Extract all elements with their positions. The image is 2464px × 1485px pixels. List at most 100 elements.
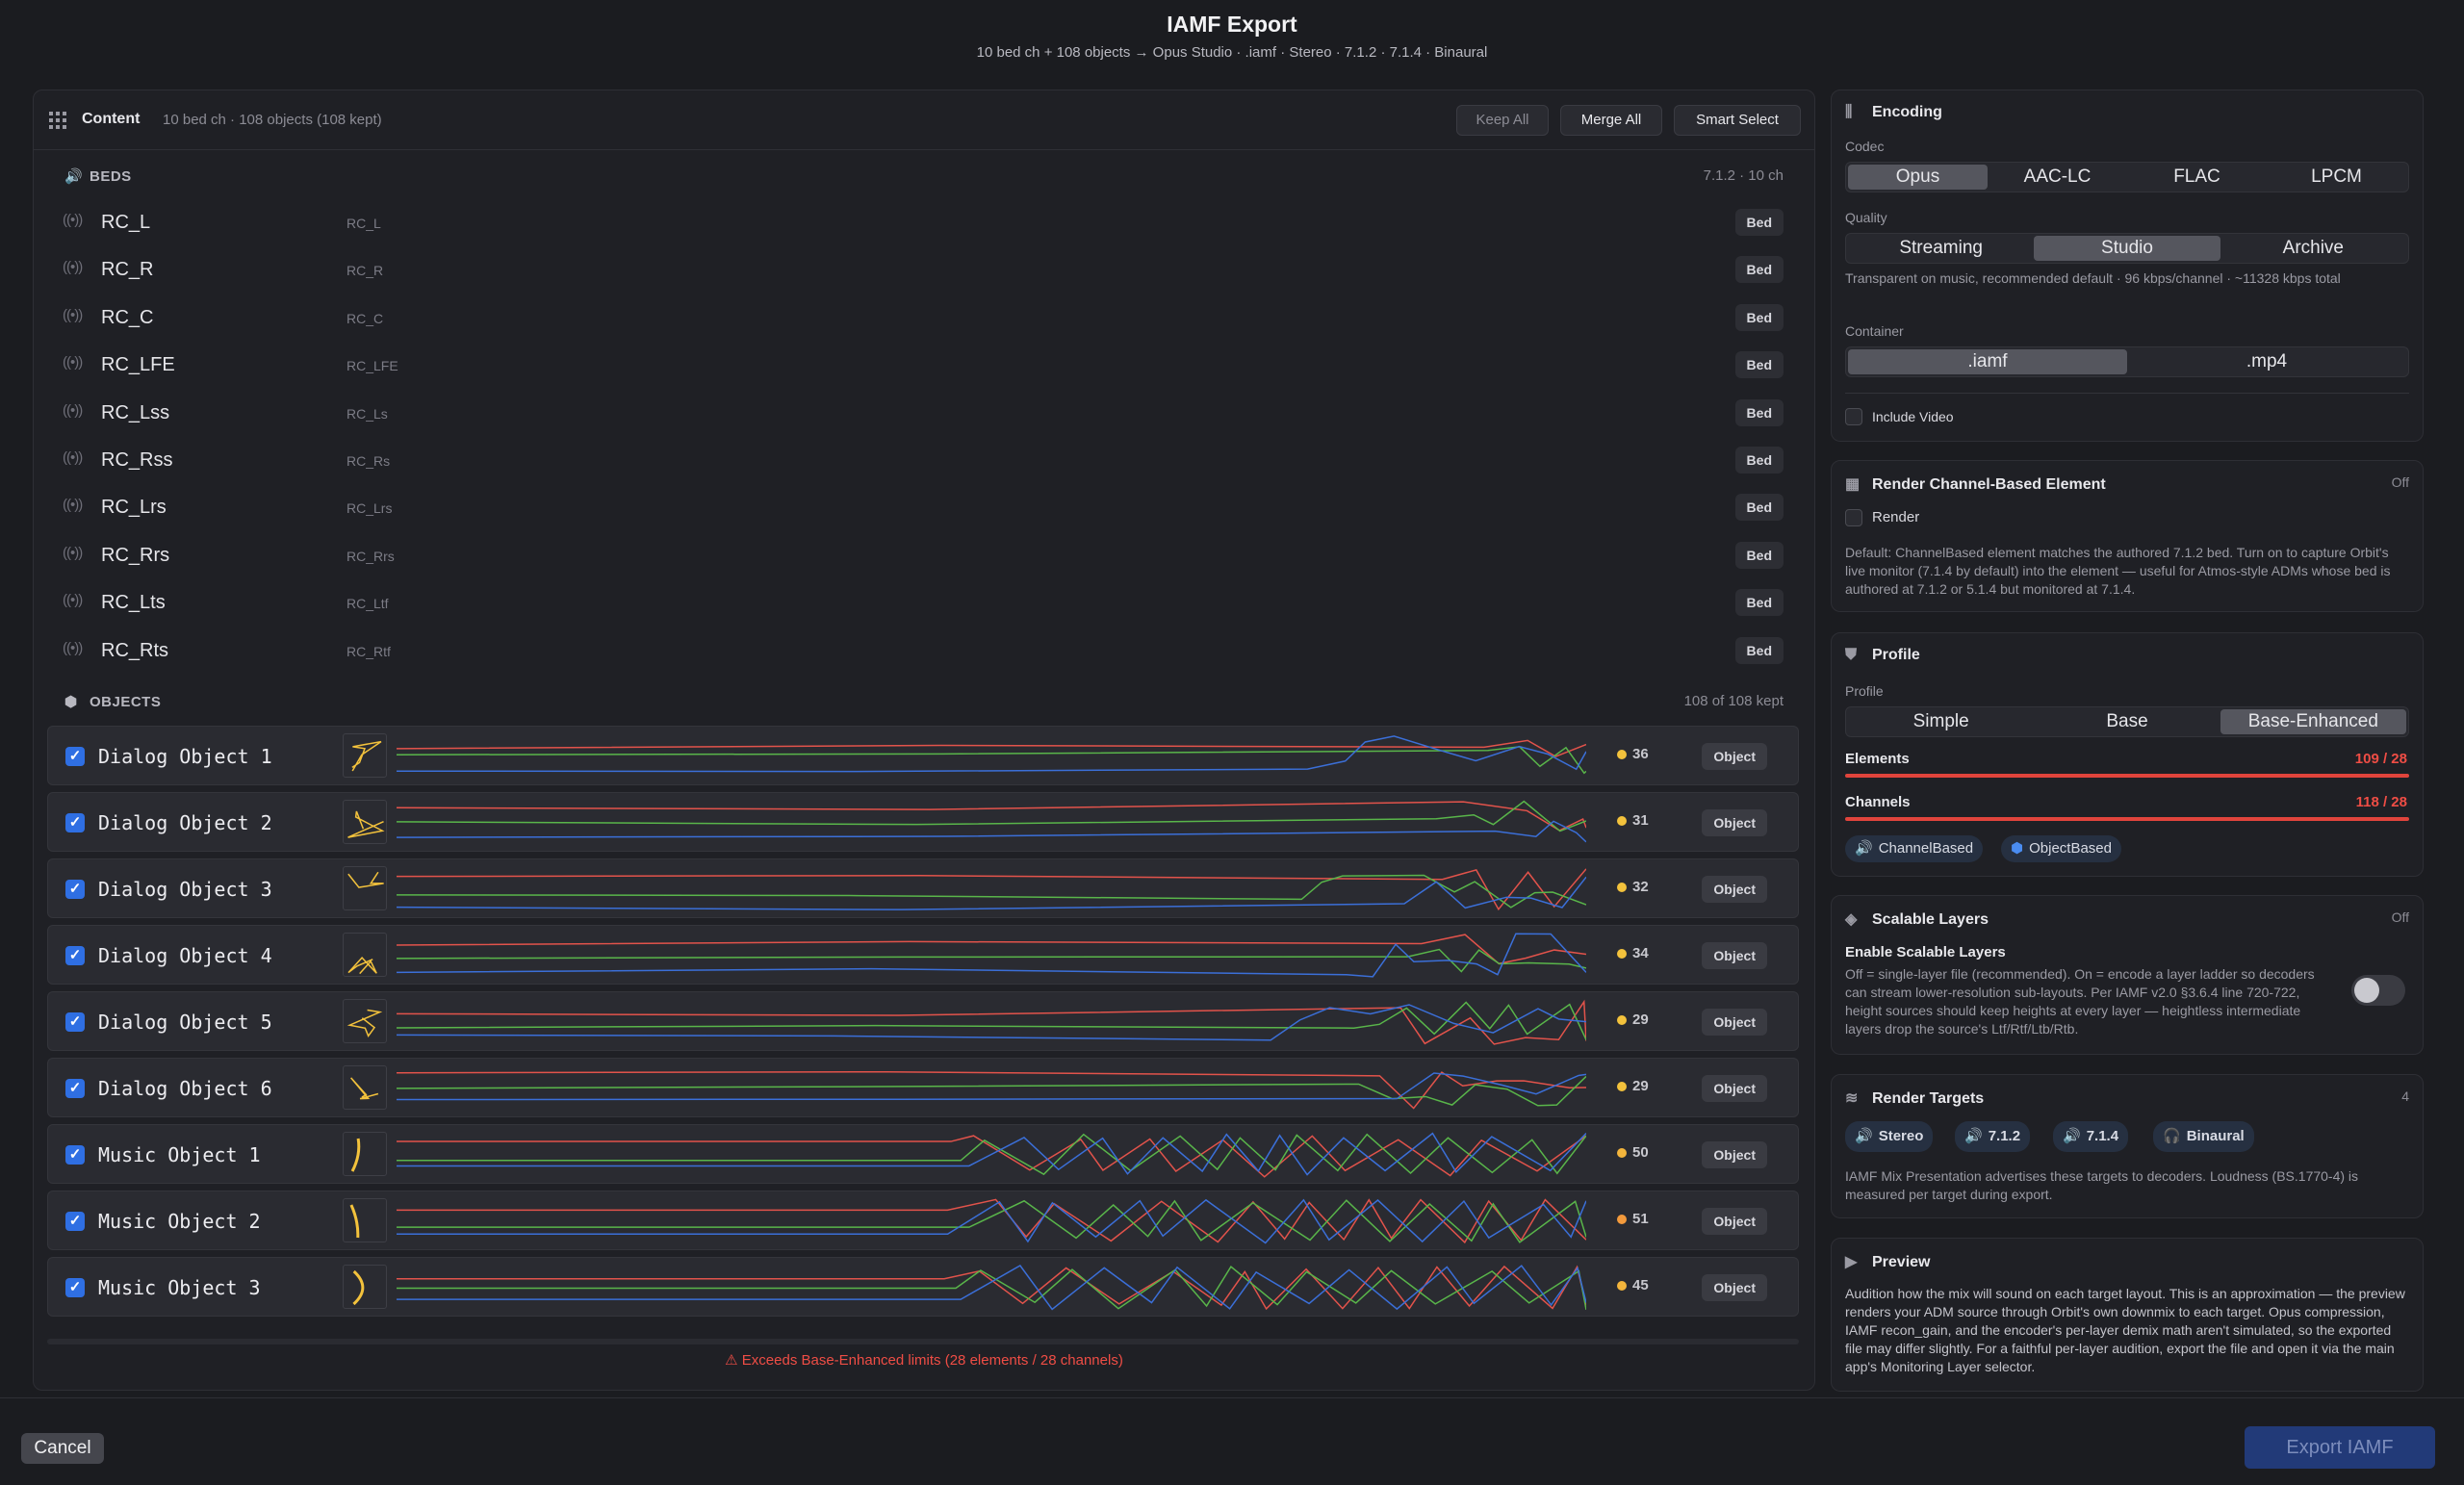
- render-checkbox[interactable]: [1845, 509, 1862, 526]
- status-dot: [1617, 816, 1627, 827]
- export-iamf-button[interactable]: Export IAMF: [2245, 1426, 2435, 1469]
- scalable-status: Off: [2391, 909, 2409, 925]
- objects-info: 108 of 108 kept: [1683, 693, 1784, 709]
- partial-object-row[interactable]: [47, 1339, 1799, 1344]
- render-targets-count: 4: [2401, 1088, 2409, 1104]
- status-dot: [1617, 1215, 1627, 1225]
- object-row[interactable]: ✓ Dialog Object 2 31 Object: [47, 792, 1799, 852]
- object-name: Dialog Object 3: [98, 878, 272, 901]
- speaker-icon: 🔊: [64, 168, 84, 185]
- bed-row[interactable]: ((•)) RC_R RC_R Bed: [34, 246, 1814, 294]
- encoding-panel: ⫼ Encoding Codec Opus AAC-LC FLAC LPCM Qu…: [1831, 90, 2424, 442]
- status-dot: [1617, 883, 1627, 893]
- bed-badge: Bed: [1734, 303, 1784, 331]
- bed-row[interactable]: ((•)) RC_Rts RC_Rtf Bed: [34, 627, 1814, 675]
- object-row[interactable]: ✓ Dialog Object 3 32 Object: [47, 858, 1799, 918]
- container-mp4[interactable]: .mp4: [2246, 351, 2288, 371]
- object-checkbox[interactable]: ✓: [65, 1012, 85, 1032]
- bed-channel: RC_Rrs: [346, 548, 395, 564]
- bed-channel: RC_L: [346, 216, 381, 231]
- bed-row[interactable]: ((•)) RC_Rss RC_Rs Bed: [34, 437, 1814, 484]
- shield-icon: ⛊: [1845, 647, 1858, 663]
- object-row[interactable]: ✓ Music Object 2 51 Object: [47, 1191, 1799, 1250]
- dialog-title: IAMF Export: [1167, 12, 1297, 37]
- speaker-icon: 🔊: [1855, 840, 1873, 857]
- automation-curves: [397, 1129, 1587, 1181]
- speaker-waves-icon: ((•)): [63, 497, 83, 514]
- bed-row[interactable]: ((•)) RC_C RC_C Bed: [34, 294, 1814, 342]
- object-row[interactable]: ✓ Dialog Object 6 29 Object: [47, 1058, 1799, 1117]
- trajectory-thumbnail: [343, 1132, 387, 1176]
- target-stereo[interactable]: 🔊 Stereo: [1845, 1121, 1934, 1152]
- bed-badge: Bed: [1734, 494, 1784, 522]
- bed-badge: Bed: [1734, 256, 1784, 284]
- waveform-icon: ⫼: [1845, 104, 1853, 120]
- bed-row[interactable]: ((•)) RC_Rrs RC_Rrs Bed: [34, 532, 1814, 579]
- object-checkbox[interactable]: ✓: [65, 1079, 85, 1098]
- bed-row[interactable]: ((•)) RC_LFE RC_LFE Bed: [34, 342, 1814, 389]
- render-targets-panel: ≋ Render Targets 4 🔊 Stereo 🔊 7.1.2 🔊 7.1.4 …: [1831, 1074, 2424, 1218]
- keyframe-count: 34: [1617, 945, 1649, 961]
- scalable-layers-panel: ◈ Scalable Layers Off Enable Scalable Lay…: [1831, 895, 2424, 1055]
- bed-row[interactable]: ((•)) RC_Lts RC_Ltf Bed: [34, 579, 1814, 627]
- object-checkbox[interactable]: ✓: [65, 1145, 85, 1165]
- quality-archive[interactable]: Archive: [2282, 238, 2344, 258]
- codec-opus[interactable]: Opus: [1848, 165, 1988, 190]
- object-checkbox[interactable]: ✓: [65, 813, 85, 832]
- merge-all-button[interactable]: Merge All: [1560, 105, 1662, 136]
- object-badge: Object: [1702, 1274, 1767, 1301]
- codec-aac-lc[interactable]: AAC-LC: [2023, 166, 2092, 187]
- bed-row[interactable]: ((•)) RC_Lss RC_Ls Bed: [34, 390, 1814, 437]
- bed-row[interactable]: ((•)) RC_L RC_L Bed: [34, 199, 1814, 246]
- codec-flac[interactable]: FLAC: [2173, 166, 2220, 187]
- object-badge: Object: [1702, 942, 1767, 969]
- include-video-checkbox[interactable]: [1845, 408, 1862, 425]
- object-checkbox[interactable]: ✓: [65, 1278, 85, 1297]
- check-icon: ✓: [68, 1279, 82, 1295]
- object-row[interactable]: ✓ Dialog Object 1 36 Object: [47, 726, 1799, 785]
- object-checkbox[interactable]: ✓: [65, 946, 85, 965]
- bed-row[interactable]: ((•)) RC_Lrs RC_Lrs Bed: [34, 484, 1814, 531]
- object-checkbox[interactable]: ✓: [65, 747, 85, 766]
- object-checkbox[interactable]: ✓: [65, 1212, 85, 1231]
- bed-badge: Bed: [1734, 209, 1784, 236]
- elements-label: Elements: [1845, 751, 1910, 767]
- target-712[interactable]: 🔊 7.1.2: [1955, 1121, 2031, 1152]
- speaker-waves-icon: ((•)): [63, 401, 83, 419]
- profile-simple[interactable]: Simple: [1912, 711, 1969, 731]
- target-714[interactable]: 🔊 7.1.4: [2053, 1121, 2129, 1152]
- object-row[interactable]: ✓ Music Object 1 50 Object: [47, 1124, 1799, 1184]
- target-binaural[interactable]: 🎧 Binaural: [2153, 1121, 2254, 1152]
- quality-studio[interactable]: Studio: [2034, 236, 2220, 261]
- object-badge: Object: [1702, 743, 1767, 770]
- trajectory-thumbnail: [343, 1065, 387, 1110]
- layout-icon: ▦: [1845, 476, 1861, 493]
- bed-channel: RC_R: [346, 263, 384, 279]
- channels-label: Channels: [1845, 794, 1911, 810]
- render-cbe-status: Off: [2391, 474, 2409, 490]
- smart-select-button[interactable]: Smart Select: [1674, 105, 1801, 136]
- object-badge: Object: [1702, 1075, 1767, 1102]
- render-cbe-header: ▦ Render Channel-Based Element: [1845, 476, 2106, 493]
- profile-base[interactable]: Base: [2106, 711, 2148, 731]
- codec-lpcm[interactable]: LPCM: [2311, 166, 2362, 187]
- cancel-button[interactable]: Cancel: [21, 1433, 104, 1464]
- check-icon: ✓: [68, 881, 82, 897]
- encoding-header: ⫼ Encoding: [1845, 104, 1942, 120]
- quality-streaming[interactable]: Streaming: [1899, 238, 1983, 258]
- object-row[interactable]: ✓ Music Object 3 45 Object: [47, 1257, 1799, 1317]
- bed-channel: RC_Rtf: [346, 643, 391, 659]
- status-dot: [1617, 1148, 1627, 1159]
- object-name: Dialog Object 4: [98, 944, 272, 967]
- scalable-layers-toggle[interactable]: [2351, 975, 2405, 1006]
- object-checkbox[interactable]: ✓: [65, 880, 85, 899]
- profile-base-enhanced[interactable]: Base-Enhanced: [2220, 709, 2406, 734]
- status-dot: [1617, 1281, 1627, 1292]
- object-name: Dialog Object 2: [98, 811, 272, 834]
- object-row[interactable]: ✓ Dialog Object 5 29 Object: [47, 991, 1799, 1051]
- check-icon: ✓: [68, 1013, 82, 1030]
- object-row[interactable]: ✓ Dialog Object 4 34 Object: [47, 925, 1799, 985]
- content-panel: Content 10 bed ch · 108 objects (108 kep…: [33, 90, 1815, 1391]
- container-iamf[interactable]: .iamf: [1848, 349, 2127, 374]
- keep-all-button[interactable]: Keep All: [1456, 105, 1549, 136]
